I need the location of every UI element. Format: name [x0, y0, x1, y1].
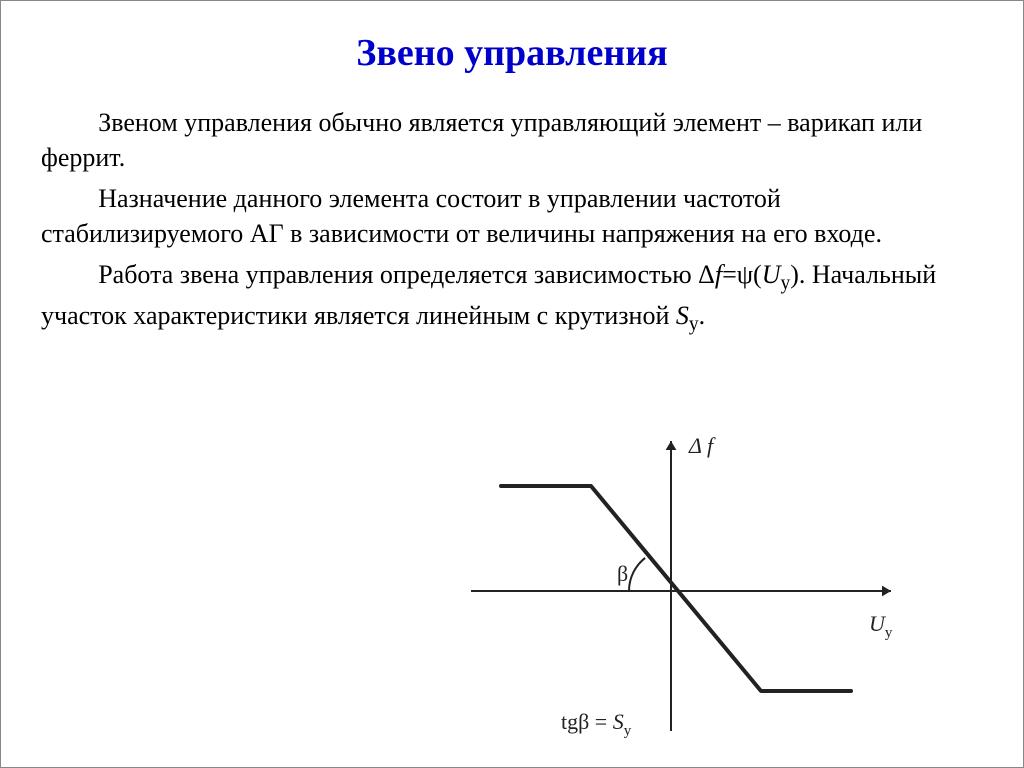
control-link-chart: Δ f Uу β tgβ = Sy	[431, 431, 911, 741]
svg-text:β: β	[617, 561, 628, 586]
svg-text:tgβ = Sy: tgβ = Sy	[561, 709, 632, 739]
paragraph-3: Работа звена управления определяется зав…	[41, 257, 983, 338]
p3-U: U	[762, 260, 781, 289]
page-title: Звено управления	[41, 31, 983, 75]
svg-text:Uу: Uу	[869, 611, 893, 641]
chart-svg: Δ f Uу β tgβ = Sy	[431, 431, 911, 741]
slide-page: Звено управления Звеном управления обычн…	[0, 0, 1024, 768]
paragraph-1: Звеном управления обычно является управл…	[41, 105, 983, 175]
p3-ysub: у	[781, 274, 791, 295]
p3-text-a: Работа звена управления определяется зав…	[98, 260, 715, 289]
p3-text-b: =ψ(	[722, 260, 762, 289]
paragraph-2: Назначение данного элемента состоит в уп…	[41, 181, 983, 251]
svg-text:Δ f: Δ f	[688, 433, 716, 458]
p3-end: .	[699, 301, 706, 330]
p3-ysub2: у	[689, 314, 699, 335]
p3-S: S	[676, 301, 689, 330]
